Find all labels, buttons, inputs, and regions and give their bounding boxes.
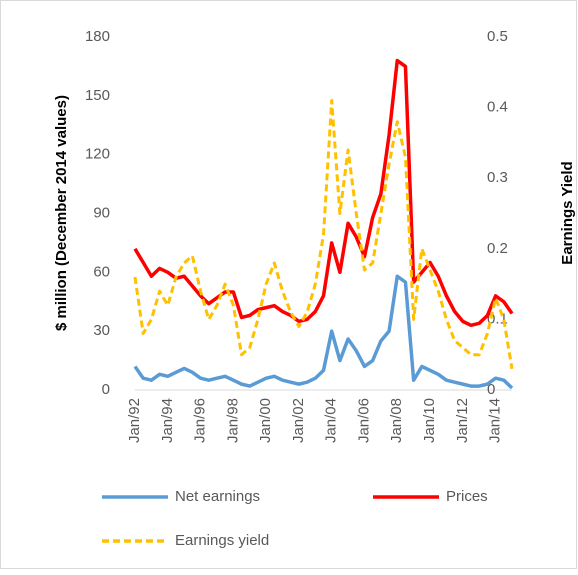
y-tick-label: 180 bbox=[85, 28, 110, 45]
y-tick-label: 0 bbox=[102, 381, 110, 398]
series-line bbox=[133, 99, 514, 370]
legend-label: Prices bbox=[446, 488, 488, 505]
y2-tick-label: 0.2 bbox=[487, 240, 508, 257]
y2-tick-label: 0.5 bbox=[487, 28, 508, 45]
y-tick-label: 30 bbox=[93, 322, 110, 339]
y2-axis-title: Earnings Yield bbox=[559, 161, 576, 264]
x-tick-label: Jan/96 bbox=[192, 398, 209, 443]
x-tick-label: Jan/10 bbox=[421, 398, 438, 443]
x-tick-label: Jan/00 bbox=[257, 398, 274, 443]
y2-tick-label: 0 bbox=[487, 381, 495, 398]
legend-label: Net earnings bbox=[175, 488, 260, 505]
y2-tick-label: 0.3 bbox=[487, 169, 508, 186]
x-tick-label: Jan/04 bbox=[323, 398, 340, 443]
series-line bbox=[133, 274, 514, 390]
y-tick-label: 150 bbox=[85, 87, 110, 104]
series-line bbox=[133, 58, 514, 328]
x-tick-label: Jan/08 bbox=[388, 398, 405, 443]
x-tick-label: Jan/14 bbox=[487, 398, 504, 443]
x-tick-label: Jan/02 bbox=[290, 398, 307, 443]
x-tick-label: Jan/98 bbox=[224, 398, 241, 443]
x-tick-label: Jan/92 bbox=[126, 398, 143, 443]
x-tick-label: Jan/06 bbox=[355, 398, 372, 443]
legend-label: Earnings yield bbox=[175, 532, 269, 549]
y-tick-label: 60 bbox=[93, 263, 110, 280]
y2-tick-label: 0.4 bbox=[487, 99, 508, 116]
y-axis-title: $ million (December 2014 values) bbox=[53, 95, 70, 331]
y-tick-label: 120 bbox=[85, 146, 110, 163]
y-tick-label: 90 bbox=[93, 204, 110, 221]
x-tick-label: Jan/94 bbox=[159, 398, 176, 443]
x-tick-label: Jan/12 bbox=[454, 398, 471, 443]
